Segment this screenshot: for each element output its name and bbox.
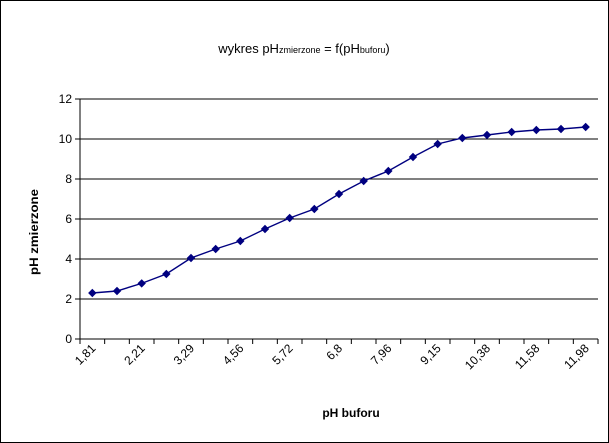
y-tick-label: 0 xyxy=(65,332,72,346)
data-point xyxy=(581,122,590,132)
data-point xyxy=(408,152,418,162)
data-point xyxy=(532,125,541,135)
data-point xyxy=(482,130,492,140)
y-tick-label: 4 xyxy=(65,252,72,266)
y-tick-label: 2 xyxy=(65,292,72,306)
y-axis-title: pH zmierzone xyxy=(27,189,41,275)
x-tick-label: 5,72 xyxy=(269,341,296,368)
data-point xyxy=(211,244,220,254)
x-tick-label: 7,96 xyxy=(368,341,395,368)
x-tick-label: 6,8 xyxy=(323,341,345,363)
y-tick-label: 10 xyxy=(59,132,73,146)
data-point xyxy=(260,224,270,234)
x-tick-label: 1,81 xyxy=(72,341,99,368)
series-line xyxy=(92,126,586,294)
data-point xyxy=(285,213,294,223)
data-point xyxy=(236,236,245,246)
x-tick-label: 2,21 xyxy=(121,341,148,368)
data-point xyxy=(334,189,344,199)
x-tick-label: 4,56 xyxy=(220,341,247,368)
data-point xyxy=(137,279,146,288)
data-point xyxy=(556,124,566,134)
data-point xyxy=(112,286,122,296)
data-point xyxy=(507,127,516,137)
data-point xyxy=(433,139,442,149)
y-tick-label: 6 xyxy=(65,212,72,226)
x-tick-label: 11,98 xyxy=(561,341,592,372)
x-tick-label: 9,15 xyxy=(417,341,444,368)
data-point xyxy=(310,204,319,214)
data-point xyxy=(458,133,467,143)
x-tick-label: 11,58 xyxy=(512,341,543,372)
data-point xyxy=(384,166,393,176)
y-tick-label: 8 xyxy=(65,172,72,186)
data-point xyxy=(186,253,196,263)
x-tick-label: 3,29 xyxy=(171,341,198,368)
x-axis-title: pH buforu xyxy=(322,406,379,420)
data-point xyxy=(359,176,368,186)
y-tick-label: 12 xyxy=(59,92,73,106)
x-tick-label: 10,38 xyxy=(462,341,493,372)
data-point xyxy=(162,269,171,279)
data-point xyxy=(88,288,97,298)
chart-title: wykres pHzmierzone = f(pHbuforu) xyxy=(217,41,389,56)
plot-area: 0 2 4 6 8 10 12 1,81 2,21 3,29 4,56 5,72 6,8 7,96 9,15… xyxy=(59,92,599,372)
